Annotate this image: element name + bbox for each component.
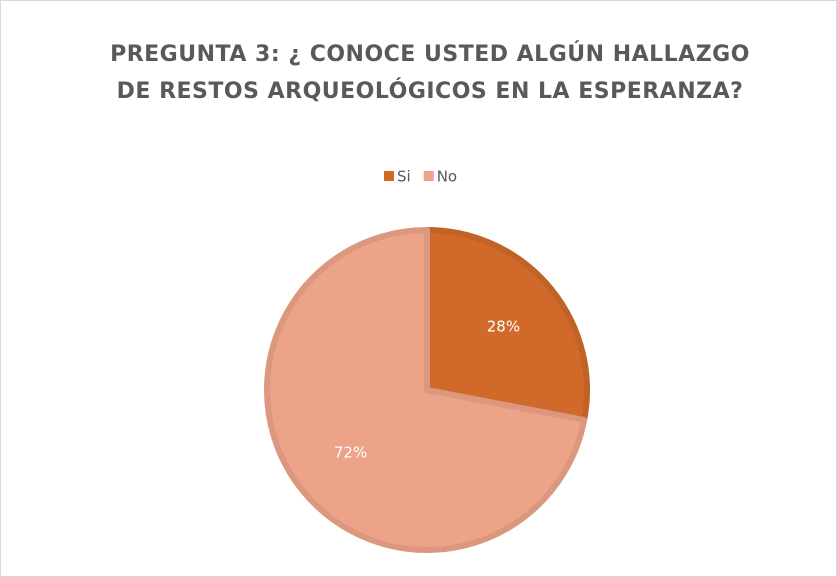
- chart-title: PREGUNTA 3: ¿ CONOCE USTED ALGÚN HALLAZG…: [110, 42, 750, 104]
- legend-label: No: [437, 168, 457, 186]
- pie-slice: [424, 227, 590, 423]
- pie-slice: [264, 227, 588, 553]
- legend-swatch: [423, 171, 434, 181]
- data-label: 72%: [334, 444, 367, 462]
- data-label: 28%: [487, 317, 520, 335]
- legend-swatch: [384, 171, 394, 181]
- legend-label: Si: [397, 168, 411, 186]
